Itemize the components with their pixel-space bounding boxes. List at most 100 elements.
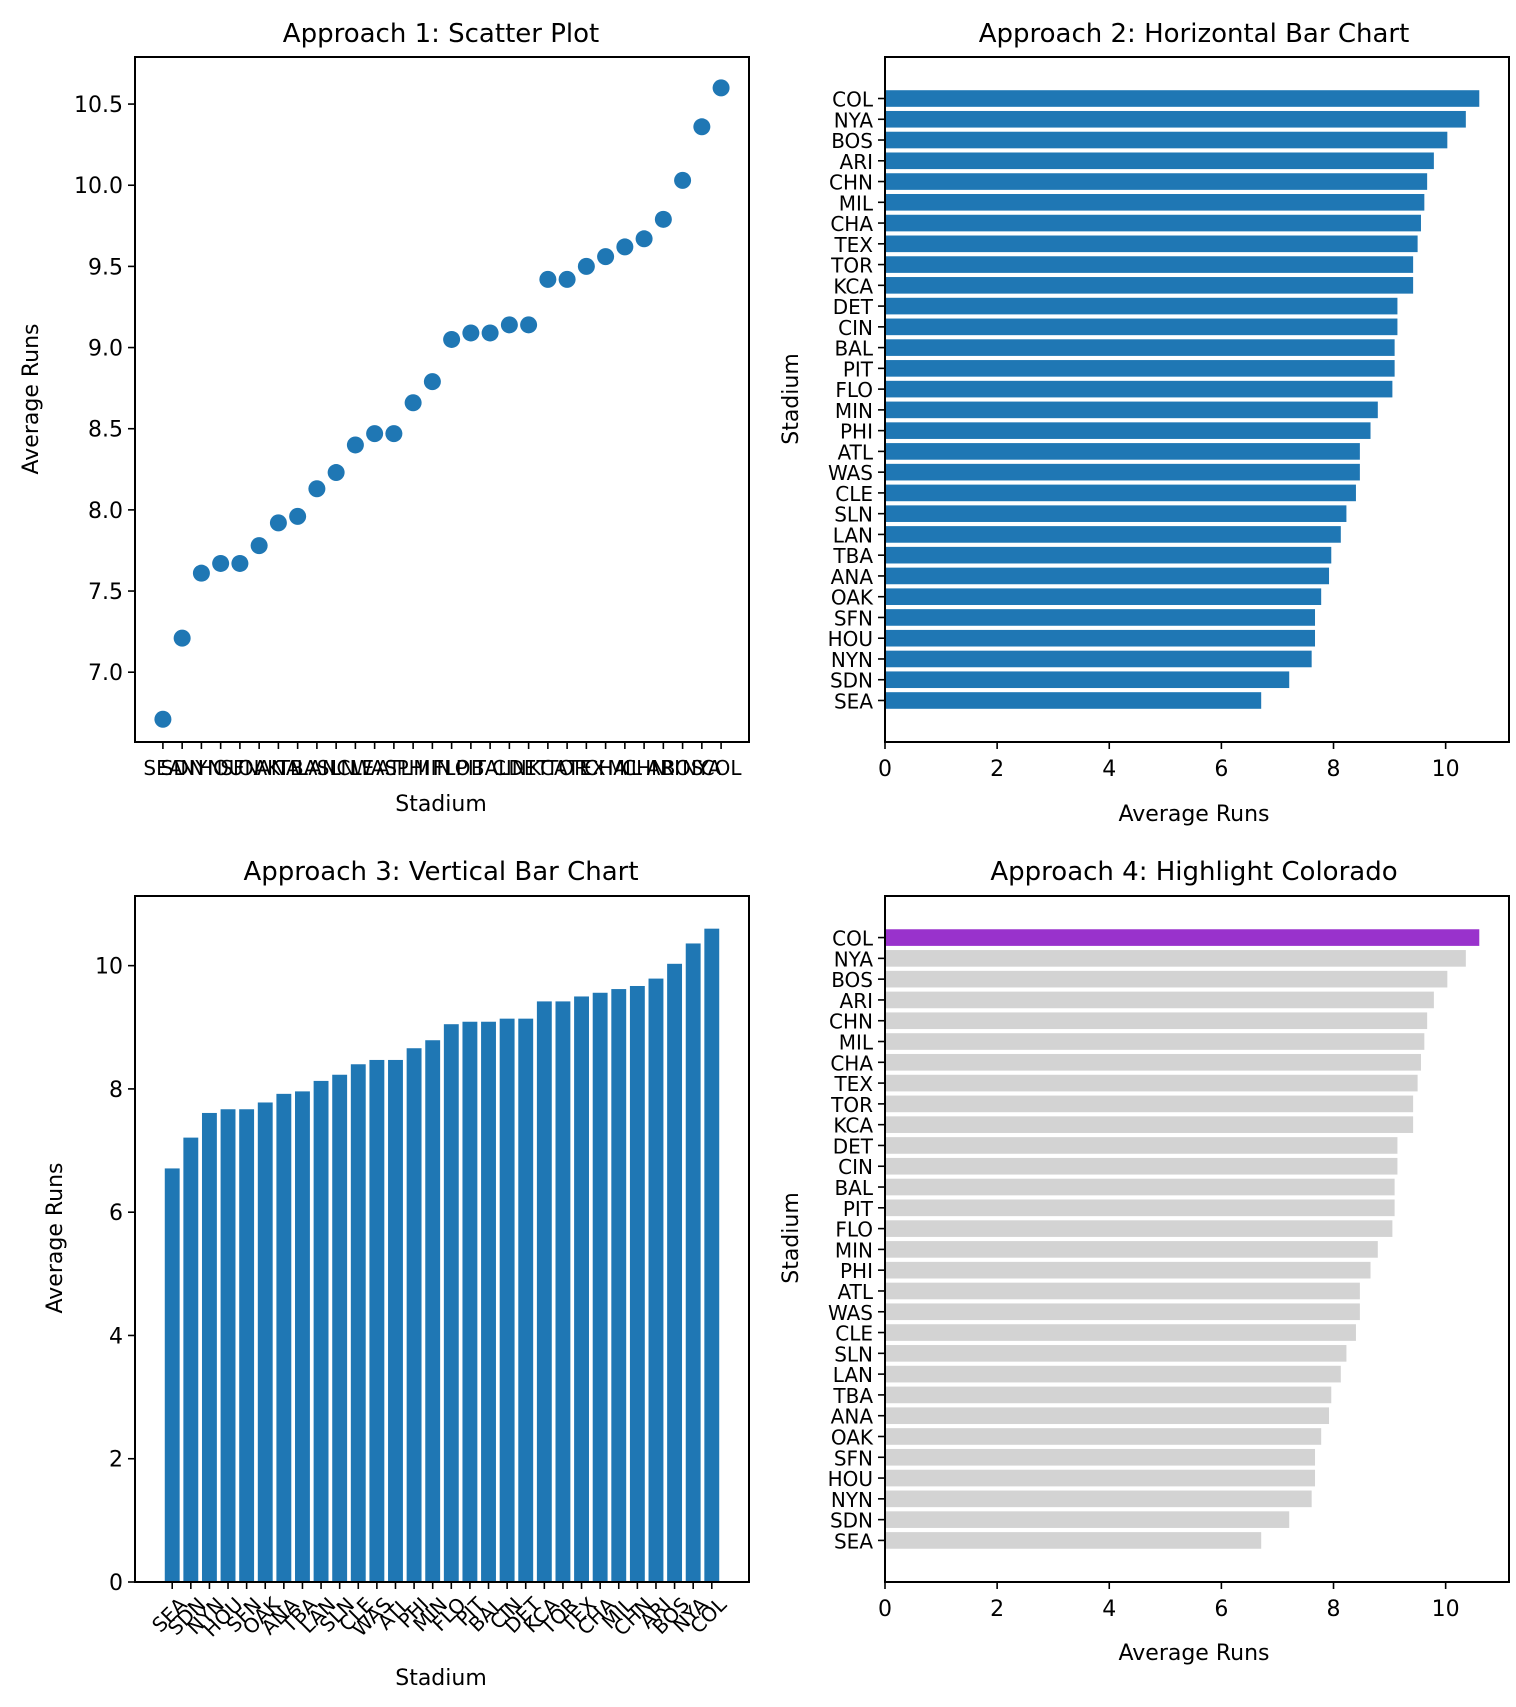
vbar-bar — [555, 1001, 571, 1582]
hbar-x-tick-label: 6 — [1214, 757, 1228, 782]
hbar-bar — [885, 297, 1398, 315]
hbar-y-tick-label: SEA — [834, 689, 873, 713]
scatter-point — [308, 480, 326, 498]
highlight-y-tick-label: MIN — [835, 1238, 873, 1262]
hbar-bar — [885, 567, 1330, 585]
scatter-point — [346, 436, 364, 454]
scatter-point — [192, 564, 210, 582]
vbar-bar — [443, 1024, 459, 1582]
scatter-point — [443, 330, 461, 348]
vbar-y-tick-label: 0 — [109, 1571, 123, 1596]
scatter-y-tick-label: 10.0 — [74, 174, 123, 199]
scatter-x-tick-label: SEA — [143, 756, 182, 780]
scatter-x-tick-label: CIN — [492, 756, 527, 780]
scatter-x-ticks: SEASDNNYNHOUSFNOAKANATBALANSLNCLEWASATLP… — [143, 742, 742, 780]
highlight-bar — [885, 1137, 1398, 1154]
highlight-x-tick-label: 0 — [878, 1597, 892, 1622]
highlight-y-tick-label: FLO — [835, 1218, 873, 1242]
scatter-x-tick-label: KCA — [528, 756, 568, 780]
hbar-bar — [885, 214, 1421, 232]
hbar-y-tick-label: ARI — [840, 150, 873, 174]
highlight-bar — [885, 1511, 1290, 1528]
vbar-bar — [406, 1048, 422, 1582]
hbar-axes-frame — [884, 56, 1510, 743]
highlight-bar — [885, 1282, 1360, 1300]
vbar-bar — [648, 978, 664, 1582]
highlight-y-tick-label: PIT — [843, 1197, 874, 1221]
scatter-point — [635, 230, 653, 248]
hbar-bar — [885, 629, 1316, 647]
vbar-bar — [667, 963, 683, 1582]
vbar-y-tick-label: 2 — [109, 1448, 123, 1473]
highlight-bar — [885, 1448, 1316, 1466]
hbar-y-tick-label: BAL — [834, 337, 873, 361]
hbar-y-tick-label: SFN — [834, 606, 873, 630]
vbar-panel: Approach 3: Vertical Bar Chart 0 2 4 6 8 10 S… — [43, 857, 750, 1691]
highlight-bar — [885, 1012, 1428, 1030]
scatter-x-tick-label: ATL — [376, 756, 412, 780]
scatter-x-tick-label: TOR — [545, 756, 588, 780]
hbar-xlabel: Average Runs — [1119, 802, 1270, 827]
scatter-x-tick-label: WAS — [352, 756, 397, 780]
vbar-bar — [201, 1112, 217, 1582]
scatter-point — [693, 118, 711, 136]
highlight-y-tick-label: NYN — [831, 1488, 873, 1512]
vbar-bar — [425, 1040, 441, 1582]
hbar-y-tick-label: MIN — [835, 399, 873, 423]
hbar-bar — [885, 526, 1341, 543]
vbar-bar — [257, 1102, 273, 1582]
scatter-panel: Approach 1: Scatter Plot 7.0 7.5 8.0 8.5 9.0… — [19, 19, 750, 817]
highlight-axes-frame — [884, 895, 1510, 1583]
hbar-y-tick-label: NYN — [831, 648, 873, 672]
hbar-bar — [885, 131, 1448, 149]
highlight-bar — [885, 1407, 1330, 1425]
scatter-y-tick-label: 7.0 — [88, 661, 123, 686]
hbar-bar — [885, 609, 1316, 626]
scatter-x-tick-label: CLE — [337, 756, 375, 780]
highlight-y-tick-label: PHI — [840, 1259, 873, 1283]
highlight-y-tick-label: ATL — [838, 1280, 874, 1304]
highlight-y-tick-label: ANA — [831, 1405, 874, 1429]
highlight-bar — [885, 1428, 1322, 1445]
scatter-y-tick-label: 9.5 — [88, 255, 123, 280]
scatter-point — [577, 257, 595, 275]
vbar-bar — [462, 1021, 478, 1582]
scatter-x-tick-label: DET — [508, 756, 549, 780]
hbar-title: Approach 2: Horizontal Bar Chart — [979, 19, 1410, 49]
highlight-y-tick-label: CHA — [830, 1051, 873, 1075]
vbar-bar — [499, 1018, 515, 1582]
highlight-bar — [885, 1386, 1332, 1404]
scatter-point — [597, 248, 615, 266]
vbar-y-tick-label: 4 — [109, 1324, 123, 1349]
scatter-x-tick-label: TBA — [277, 756, 318, 780]
hbar-y-tick-label: TBA — [832, 544, 873, 568]
highlight-bar — [885, 1469, 1316, 1487]
scatter-point — [558, 270, 576, 288]
hbar-x-tick-label: 4 — [1102, 757, 1116, 782]
vbar-bar — [388, 1059, 403, 1582]
hbar-y-tick-label: LAN — [833, 523, 873, 547]
vbar-bar — [164, 1168, 180, 1582]
vbar-bar — [518, 1018, 534, 1582]
hbar-y-ticks: SEASDNNYNHOUSFNOAKANATBALANSLNCLEWASATLP… — [828, 88, 885, 713]
highlight-ylabel: Stadium — [779, 1192, 804, 1284]
hbar-y-tick-label: CIN — [838, 316, 873, 340]
hbar-y-tick-label: TEX — [833, 233, 873, 257]
scatter-point — [500, 316, 518, 334]
scatter-x-tick-label: NYA — [682, 756, 722, 780]
scatter-x-tick-label: COL — [701, 756, 743, 780]
scatter-x-tick-label: SLN — [317, 756, 356, 780]
highlight-bar — [885, 1095, 1414, 1113]
vbar-bar — [183, 1137, 199, 1582]
highlight-y-tick-label: NYA — [834, 947, 874, 971]
hbar-y-tick-label: FLO — [835, 378, 873, 402]
highlight-x-tick-label: 4 — [1102, 1597, 1116, 1622]
vbar-y-ticks: 0 2 4 6 8 10 — [95, 955, 135, 1596]
highlight-y-tick-label: HOU — [828, 1467, 873, 1491]
scatter-point — [674, 171, 692, 189]
highlight-x-tick-label: 6 — [1214, 1597, 1228, 1622]
highlight-panel: Approach 4: Highlight Colorado SEASDNNYN… — [779, 857, 1510, 1666]
scatter-y-tick-label: 9.0 — [88, 337, 123, 362]
scatter-x-tick-label: LAN — [297, 756, 337, 780]
scatter-x-tick-label: ANA — [257, 756, 300, 780]
